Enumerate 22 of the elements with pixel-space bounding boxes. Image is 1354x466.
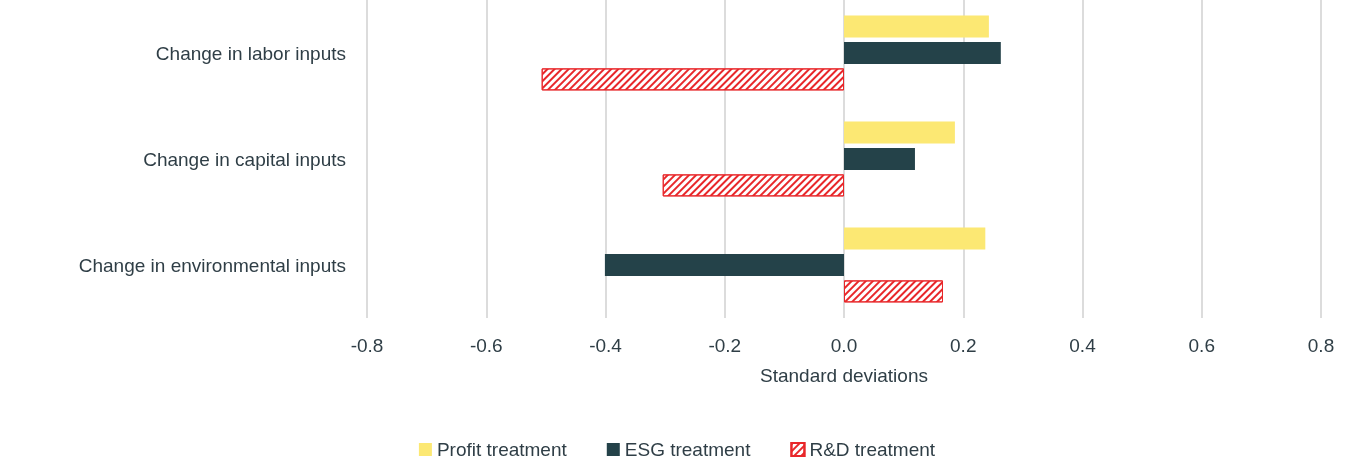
legend-label: R&D treatment [809, 439, 936, 460]
x-tick-label: -0.2 [708, 335, 742, 356]
y-tick-label: Change in labor inputs [155, 42, 346, 64]
x-tick-label: -0.8 [350, 335, 384, 356]
x-tick-label: 0.6 [1188, 335, 1215, 356]
x-tick-label: 0.2 [950, 335, 977, 356]
bar [604, 254, 844, 276]
bar [844, 148, 915, 170]
x-tick-label: 0.4 [1069, 335, 1097, 356]
legend-label: Profit treatment [436, 439, 568, 460]
x-tick-label: -0.6 [469, 335, 503, 356]
legend-label: ESG treatment [624, 439, 752, 460]
x-tick-label: 0.8 [1307, 335, 1335, 356]
bar [844, 227, 986, 250]
y-tick-label: Change in environmental inputs [78, 254, 346, 276]
bar [844, 15, 989, 38]
x-axis-title: Standard deviations [760, 365, 928, 386]
x-tick-label: 0.0 [830, 335, 858, 356]
y-tick-label: Change in capital inputs [143, 148, 346, 170]
x-tick-label: -0.4 [589, 335, 623, 356]
bar [844, 42, 1001, 64]
bar [844, 121, 955, 144]
